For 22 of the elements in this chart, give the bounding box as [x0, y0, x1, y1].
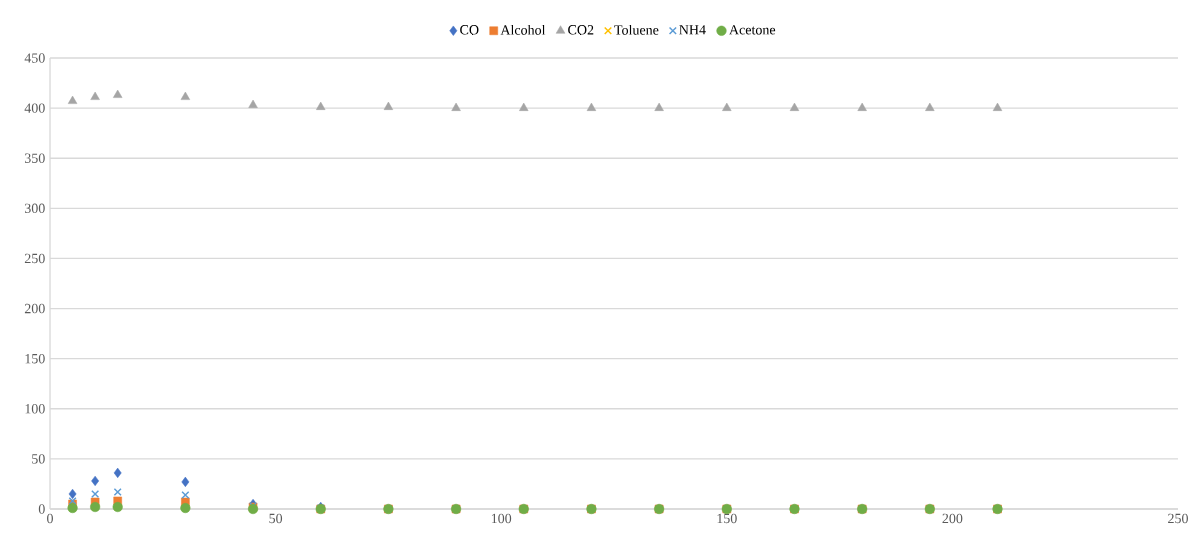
legend-label: NH4 [679, 25, 706, 35]
legend-label: CO2 [568, 25, 594, 35]
legend-label: Alcohol [500, 24, 546, 35]
legend-label: Toluene [614, 24, 659, 35]
y-tick-label: 150 [25, 353, 45, 364]
y-tick-label: 0 [38, 504, 45, 514]
legend-label: Acetone [729, 25, 776, 35]
y-tick-label: 300 [24, 203, 45, 214]
x-tick-label: 50 [269, 513, 283, 524]
y-tick-label: 100 [25, 404, 45, 414]
x-tick-label: 200 [942, 513, 963, 524]
y-tick-label: 200 [24, 303, 45, 314]
x-tick-label: 100 [491, 513, 512, 524]
legend-label: CO [460, 25, 479, 35]
x-tick-label: 150 [717, 513, 737, 524]
y-tick-label: 50 [32, 454, 45, 464]
y-tick-label: 400 [24, 103, 45, 113]
y-tick-label: 450 [24, 53, 45, 63]
y-tick-label: 250 [24, 253, 45, 264]
x-tick-label: 250 [1168, 513, 1188, 524]
x-tick-label: 0 [47, 513, 53, 524]
y-tick-label: 350 [24, 153, 45, 163]
